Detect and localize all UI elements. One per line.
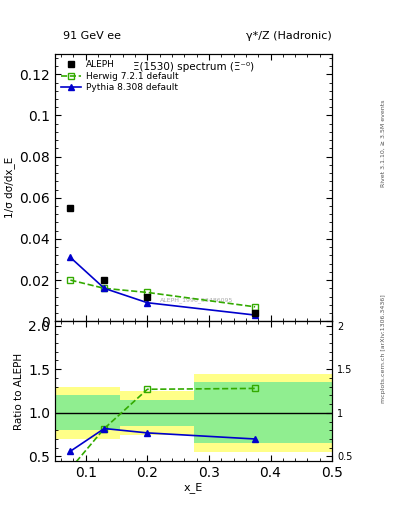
Pythia 8.308 default bbox=[68, 254, 73, 261]
Legend: ALEPH, Herwig 7.2.1 default, Pythia 8.308 default: ALEPH, Herwig 7.2.1 default, Pythia 8.30… bbox=[59, 58, 180, 94]
Pythia 8.308 default bbox=[102, 285, 107, 291]
Herwig 7.2.1 default bbox=[145, 289, 150, 295]
Pythia 8.308 default bbox=[145, 300, 150, 306]
Line: Pythia 8.308 default: Pythia 8.308 default bbox=[67, 254, 258, 318]
ALEPH bbox=[253, 310, 257, 316]
Herwig 7.2.1 default bbox=[102, 285, 107, 291]
Text: mcplots.cern.ch [arXiv:1306.3436]: mcplots.cern.ch [arXiv:1306.3436] bbox=[381, 294, 386, 402]
ALEPH bbox=[68, 205, 73, 211]
Herwig 7.2.1 default bbox=[253, 304, 257, 310]
Line: Herwig 7.2.1 default: Herwig 7.2.1 default bbox=[67, 277, 258, 310]
Text: ALEPH_1996_S3486095: ALEPH_1996_S3486095 bbox=[160, 297, 233, 304]
Text: γ*/Z (Hadronic): γ*/Z (Hadronic) bbox=[246, 31, 332, 41]
Text: Ξ(1530) spectrum (Ξ⁻⁰): Ξ(1530) spectrum (Ξ⁻⁰) bbox=[133, 62, 254, 72]
ALEPH bbox=[145, 293, 150, 300]
Pythia 8.308 default bbox=[253, 312, 257, 318]
Line: ALEPH: ALEPH bbox=[67, 205, 258, 316]
Text: Rivet 3.1.10, ≥ 3.5M events: Rivet 3.1.10, ≥ 3.5M events bbox=[381, 100, 386, 187]
Text: 91 GeV ee: 91 GeV ee bbox=[63, 31, 121, 41]
Y-axis label: Ratio to ALEPH: Ratio to ALEPH bbox=[14, 352, 24, 430]
Herwig 7.2.1 default bbox=[68, 277, 73, 283]
ALEPH bbox=[102, 277, 107, 283]
X-axis label: x_E: x_E bbox=[184, 482, 203, 494]
Y-axis label: 1/σ dσ/dx_E: 1/σ dσ/dx_E bbox=[4, 157, 15, 218]
